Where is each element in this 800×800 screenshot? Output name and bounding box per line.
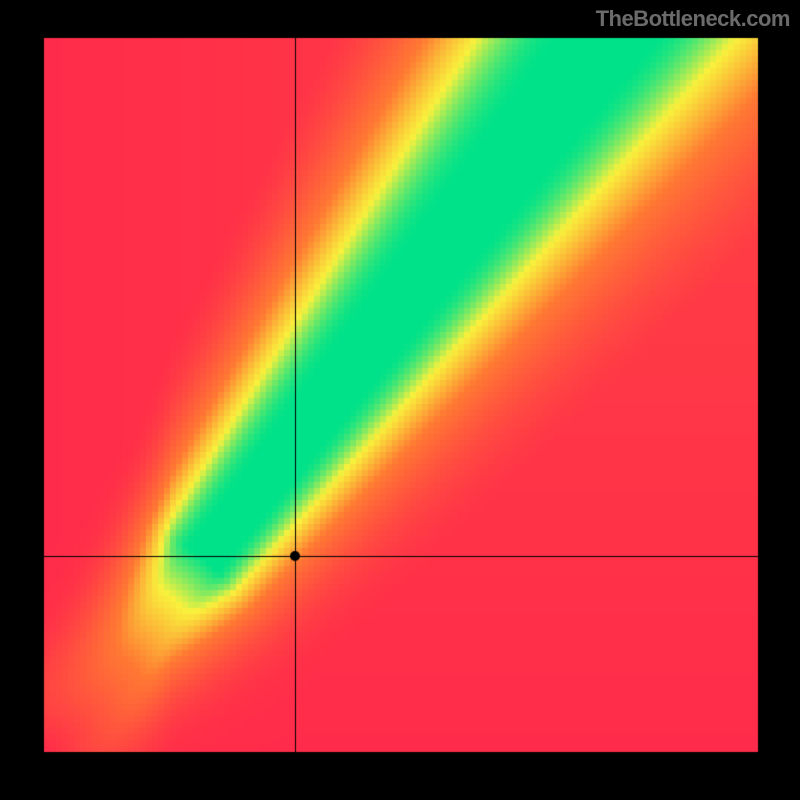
chart-container: TheBottleneck.com xyxy=(0,0,800,800)
watermark-text: TheBottleneck.com xyxy=(596,6,790,32)
bottleneck-heatmap xyxy=(0,0,800,800)
